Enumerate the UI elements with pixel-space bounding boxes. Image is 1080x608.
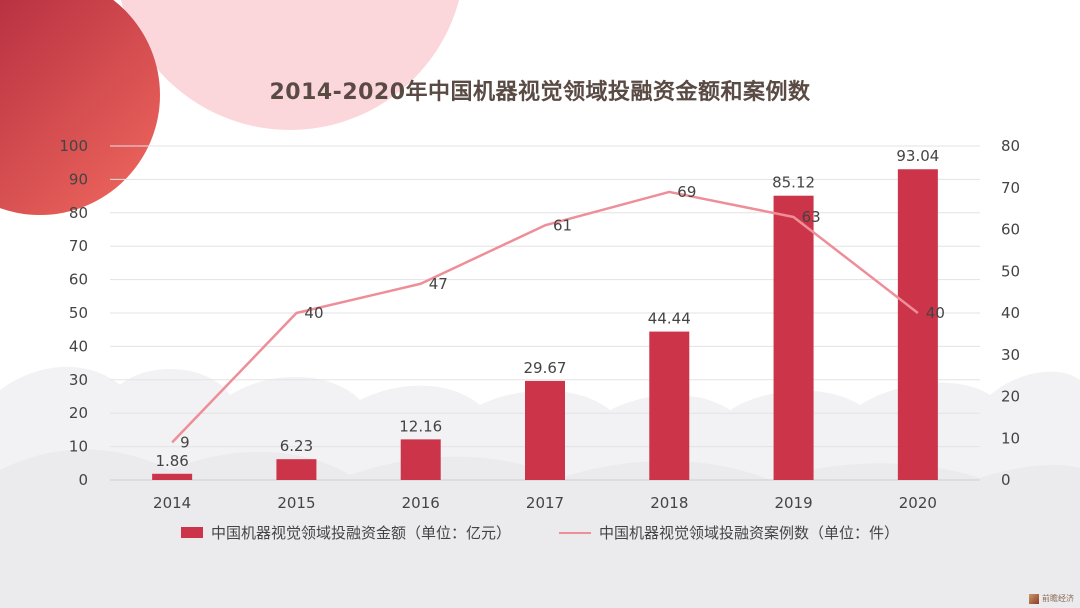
line-label-2017: 61 — [553, 216, 572, 234]
bar-2020 — [897, 169, 938, 480]
x-tick-label: 2019 — [774, 494, 812, 512]
x-tick-label: 2018 — [650, 494, 688, 512]
brand-mark-icon — [1029, 593, 1039, 604]
line-label-2018: 69 — [677, 183, 696, 201]
right-tick-label: 0 — [1001, 471, 1011, 489]
bar-label-2016: 12.16 — [399, 417, 442, 435]
grid-lines — [110, 145, 980, 481]
right-tick-label: 40 — [1001, 304, 1020, 322]
left-tick-label: 20 — [69, 404, 88, 422]
bar-2015 — [276, 459, 317, 480]
pink-circle-decoration — [120, 0, 460, 130]
legend-line-swatch — [559, 531, 591, 534]
bar-series — [152, 169, 938, 480]
legend-bar-swatch — [180, 527, 203, 538]
right-tick-label: 20 — [1001, 388, 1020, 406]
bar-2016 — [400, 439, 441, 480]
red-circle-decoration — [0, 0, 160, 215]
legend: 中国机器视觉领域投融资金额（单位：亿元） 中国机器视觉领域投融资案例数（单位：件… — [0, 522, 1080, 543]
right-tick-label: 50 — [1001, 262, 1020, 280]
right-tick-label: 60 — [1001, 221, 1020, 239]
right-tick-label: 80 — [1001, 137, 1020, 155]
right-y-axis: 0 10 20 30 40 50 60 70 80 — [1001, 137, 1020, 489]
bar-2017 — [525, 380, 565, 480]
brand-text: 前瞻经济 — [1042, 594, 1074, 603]
left-tick-label: 30 — [69, 371, 88, 389]
right-tick-label: 10 — [1001, 429, 1020, 447]
line-label-2020: 40 — [926, 304, 945, 322]
legend-item-amount: 中国机器视觉领域投融资金额（单位：亿元） — [180, 522, 511, 543]
left-tick-label: 60 — [69, 271, 88, 289]
x-tick-label: 2015 — [277, 494, 315, 512]
bar-label-2018: 44.44 — [648, 310, 691, 328]
bar-label-2019: 85.12 — [772, 174, 815, 192]
left-y-axis: 0 10 20 30 40 50 60 70 80 90 100 — [59, 137, 88, 489]
brand-logo: 前瞻经济 — [1029, 593, 1074, 604]
left-tick-label: 100 — [59, 137, 88, 155]
line-label-2016: 47 — [429, 275, 448, 293]
right-tick-label: 30 — [1001, 346, 1020, 364]
left-tick-label: 50 — [69, 304, 88, 322]
bar-label-2017: 29.67 — [524, 359, 567, 377]
cloud-decoration-front — [0, 449, 1080, 608]
bar-label-2020: 93.04 — [896, 147, 939, 165]
legend-item-count: 中国机器视觉领域投融资案例数（单位：件） — [559, 522, 899, 543]
bar-data-labels: 1.86 6.23 12.16 29.67 44.44 85.12 93.04 — [155, 147, 939, 470]
left-tick-label: 10 — [69, 438, 88, 456]
x-tick-label: 2017 — [526, 494, 564, 512]
bar-label-2014: 1.86 — [155, 452, 188, 470]
line-data-labels: 9 40 47 61 69 63 40 — [180, 183, 945, 451]
bar-2014 — [152, 473, 193, 480]
legend-label-count: 中国机器视觉领域投融资案例数（单位：件） — [599, 524, 900, 542]
right-tick-label: 70 — [1001, 179, 1020, 197]
x-axis: 2014 2015 2016 2017 2018 2019 2020 — [110, 479, 980, 512]
x-tick-label: 2014 — [153, 494, 191, 512]
x-tick-label: 2020 — [899, 494, 937, 512]
line-label-2015: 40 — [304, 304, 323, 322]
x-tick-label: 2016 — [402, 494, 440, 512]
left-tick-label: 90 — [69, 170, 88, 188]
line-label-2014: 9 — [180, 433, 190, 451]
left-tick-label: 80 — [69, 204, 88, 222]
bar-2018 — [649, 331, 690, 480]
chart-title: 2014-2020年中国机器视觉领域投融资金额和案例数 — [269, 80, 811, 105]
legend-label-amount: 中国机器视觉领域投融资金额（单位：亿元） — [210, 524, 511, 542]
left-tick-label: 70 — [69, 237, 88, 255]
left-tick-label: 0 — [78, 471, 88, 489]
left-tick-label: 40 — [69, 337, 88, 355]
bar-label-2015: 6.23 — [280, 437, 313, 455]
line-label-2019: 63 — [802, 208, 821, 226]
line-series — [171, 190, 919, 444]
bar-2019 — [773, 195, 814, 480]
